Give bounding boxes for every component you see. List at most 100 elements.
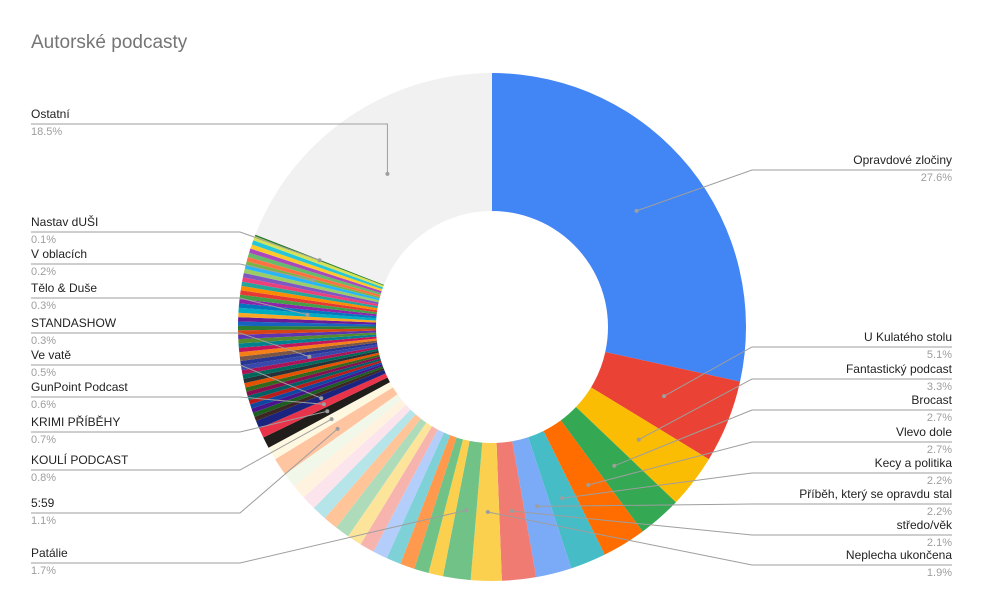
slice-percent-stredo-vek: 2.1% (927, 537, 952, 549)
slice-percent-opravdove-zlociny: 27.6% (921, 172, 952, 184)
small-slice-b-15 (239, 338, 377, 357)
leader-line-opravdove-zlociny (636, 169, 952, 212)
slice-label-opravdove-zlociny: Opravdové zločiny (853, 153, 952, 167)
slice-label-gunpoint-podcast: GunPoint Podcast (31, 380, 128, 394)
slice-percent-u-kulateho-stolu: 5.1% (927, 349, 952, 361)
small-slice-b-30 (241, 281, 378, 309)
slice-ostatni (255, 72, 492, 285)
slice-opravdove-zlociny (492, 73, 746, 382)
small-slice-b-10 (243, 350, 379, 384)
small-slice-b-13 (240, 342, 378, 366)
leader-line-vlevo-dole (588, 441, 952, 486)
small-slice-b-12 (241, 346, 379, 375)
small-slice-a-4 (386, 432, 451, 564)
slice-percent-kouli-podcast: 0.8% (31, 472, 56, 484)
leader-line-patalie (31, 509, 467, 564)
slice-label-neplecha-ukoncena: Neplecha ukončena (846, 548, 952, 562)
slice-percent-fantasticky-podcast: 3.3% (927, 381, 952, 393)
slice-label-kouli-podcast: KOULÍ PODCAST (31, 452, 129, 467)
small-slice-a-8 (336, 418, 427, 537)
small-slice-b-2 (252, 366, 384, 417)
slice-label-kecy-a-politika: Kecy a politika (875, 456, 953, 470)
small-slice-b-26 (239, 299, 377, 317)
small-slice-a-10 (313, 409, 416, 519)
slice-label-stredo-vek: středo/věk (897, 518, 953, 532)
small-slice-a-11 (303, 404, 411, 509)
slice-label-brocast: Brocast (911, 393, 952, 407)
small-slice-a-6 (360, 426, 438, 552)
slice-label-ostatni: Ostatní (31, 107, 70, 121)
slice-percent-ostatni: 18.5% (31, 126, 62, 138)
leader-line-telo-duse (31, 297, 308, 316)
leader-line-v-oblacich (31, 263, 314, 281)
slice-pribeh-ktery-se-opravdu-stal (512, 437, 572, 578)
small-slice-b-39 (251, 240, 383, 290)
small-slice-b-14 (239, 340, 378, 361)
slice-percent-v-oblacich: 0.2% (31, 266, 56, 278)
slice-label-pribeh-ktery-se-opravdu-stal: Příběh, který se opravdu stal (799, 487, 952, 501)
small-slice-b-37 (249, 248, 382, 294)
slice-percent-brocast: 2.7% (927, 412, 952, 424)
small-slice-a-9 (324, 414, 421, 528)
leader-lines (31, 123, 952, 566)
slice-label-u-kulateho-stolu: U Kulatého stolu (864, 330, 952, 344)
slice-fantasticky-podcast (575, 387, 709, 503)
slice-percent-5-59: 1.1% (31, 515, 56, 527)
leader-line-standashow (31, 332, 310, 358)
slice-percent-krimi-pribehy: 0.7% (31, 434, 56, 446)
leader-line-kecy-a-politika (562, 472, 952, 499)
small-slice-b-35 (246, 256, 381, 297)
small-slice-b-11 (242, 348, 379, 379)
small-slice-b-32 (242, 272, 379, 305)
small-slice-b-6 (247, 358, 381, 401)
slice-label-krimi-pribehy: KRIMI PŘÍBĚHY (31, 414, 120, 429)
slice-percent-patalie: 1.7% (31, 565, 56, 577)
slice-label-vlevo-dole: Vlevo dole (896, 425, 952, 439)
leader-line-nastav-dusi (31, 231, 320, 261)
slice-vlevo-dole (543, 420, 643, 555)
small-slice-b-29 (240, 285, 378, 311)
small-slice-b-38 (250, 244, 383, 292)
slice-percent-gunpoint-podcast: 0.6% (31, 399, 56, 411)
small-slice-a-5 (373, 429, 444, 559)
slice-percent-telo-duse: 0.3% (31, 300, 56, 312)
small-slice-b-7 (246, 356, 381, 396)
slice-label-ve-vate: Ve vatě (31, 348, 71, 362)
slice-label-telo-duse: Tělo & Duše (31, 281, 97, 295)
slice-label-standashow: STANDASHOW (31, 316, 117, 330)
small-slice-b-27 (239, 294, 377, 315)
slice-5-59 (275, 387, 398, 475)
leader-line-5-59 (31, 428, 338, 514)
slice-label-fantasticky-podcast: Fantastický podcast (846, 362, 953, 376)
slice-label-nastav-dusi: Nastav dUŠI (31, 214, 98, 229)
small-slice-b-21 (238, 325, 377, 331)
leader-line-kouli-podcast (31, 418, 332, 471)
slice-label-5-59: 5:59 (31, 496, 55, 510)
slice-patalie (442, 440, 483, 581)
slice-percent-neplecha-ukoncena: 1.9% (927, 567, 952, 579)
donut-slices (238, 72, 746, 581)
slice-kecy-a-politika (528, 430, 605, 569)
small-slice-b-25 (238, 303, 377, 319)
slice-percent-vlevo-dole: 2.7% (927, 444, 952, 456)
leader-line-stredo-vek (511, 510, 952, 536)
small-slice-b-16 (238, 336, 377, 353)
small-slice-b-36 (247, 252, 382, 296)
small-slice-b-28 (240, 290, 378, 313)
small-slice-b-9 (244, 352, 380, 388)
slice-percent-nastav-dusi: 0.1% (31, 234, 56, 246)
small-slice-b-31 (242, 277, 379, 307)
small-slice-b-4 (250, 362, 383, 409)
small-slice-b-20 (238, 328, 377, 335)
small-slice-b-34 (244, 264, 380, 301)
small-slice-a-7 (348, 422, 432, 545)
small-slice-b-8 (245, 354, 380, 392)
small-slice-a-12 (294, 399, 406, 498)
leader-line-fantasticky-podcast (638, 378, 952, 441)
leader-line-gunpoint-podcast (31, 396, 324, 405)
leader-line-krimi-pribehy (31, 410, 328, 433)
slice-label-v-oblacich: V oblacích (31, 247, 87, 261)
leader-line-u-kulateho-stolu (663, 346, 952, 397)
slice-label-patalie: Patálie (31, 546, 68, 560)
